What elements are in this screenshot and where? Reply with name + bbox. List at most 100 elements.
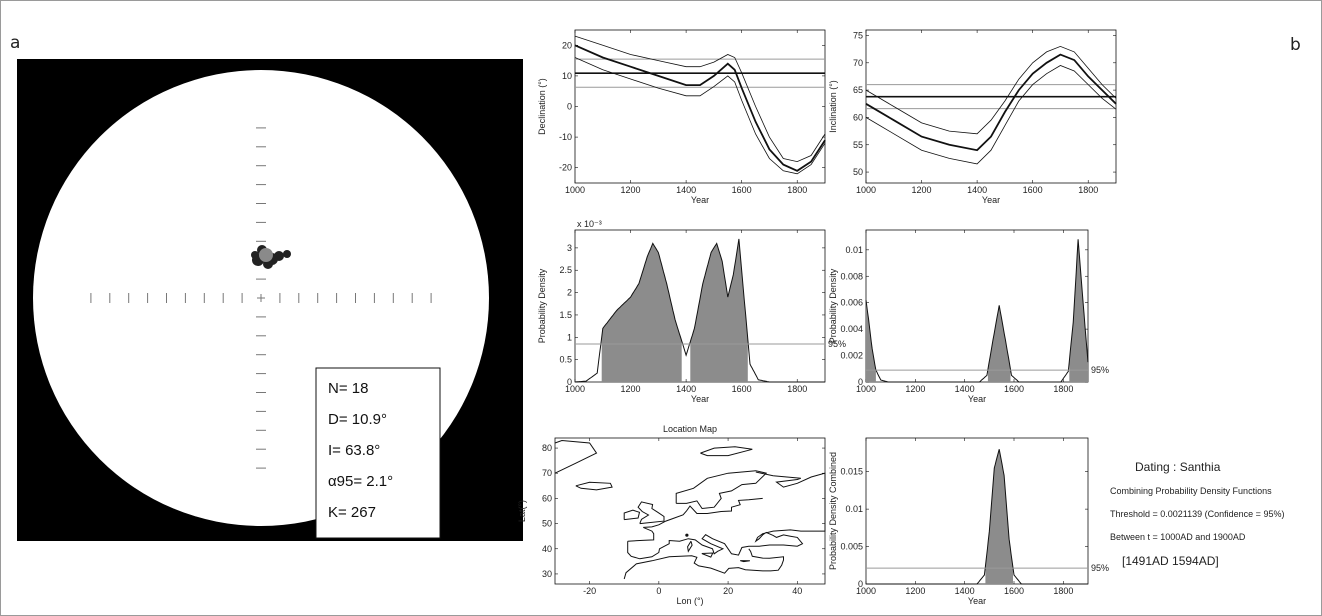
stereonet-ticks — [90, 127, 432, 469]
x-tick-label: 1200 — [912, 185, 932, 195]
x-tick-label: 1000 — [565, 185, 585, 195]
map-title: Location Map — [663, 424, 717, 434]
x-tick-label: 1200 — [905, 586, 925, 596]
y-axis-label: Declination (°) — [537, 78, 547, 135]
y-tick-label: 2.5 — [559, 265, 572, 275]
coastline — [687, 540, 693, 553]
chart-location-map: -20 0 20 40 30 40 50 60 70 80 Lon (°) Lat(°) Locatio… — [517, 424, 826, 606]
coastline — [637, 501, 665, 525]
y-tick-label: 70 — [853, 58, 863, 68]
y-tick-label: 0.006 — [840, 298, 863, 308]
y-tick-label: 0.002 — [840, 351, 863, 361]
chart-pdf-declination: 1000 1200 1400 1600 1800 0 0.5 1 1.5 2 2.5 3 Year Pro… — [537, 219, 846, 404]
y-tick-label: 0.008 — [840, 271, 863, 281]
y-tick-label: 65 — [853, 85, 863, 95]
x-axis-label: Year — [982, 195, 1000, 205]
x-axis-label: Year — [691, 394, 709, 404]
plot-frame — [865, 29, 1117, 184]
x-tick-label: 1400 — [967, 185, 987, 195]
dating-info: Dating : Santhia Combining Probability D… — [1110, 460, 1284, 568]
x-tick-label: 1400 — [955, 384, 975, 394]
y-tick-label: 1 — [567, 332, 572, 342]
panel-label-a: a — [10, 33, 20, 53]
plot-frame — [574, 29, 826, 184]
stats-box — [315, 367, 441, 539]
chart-inclination: 1000 1200 1400 1600 1800 50 55 60 65 70 75 Year Incl… — [828, 29, 1117, 205]
x-tick-label: 0 — [656, 586, 661, 596]
dating-line-interval: Between t = 1000AD and 1900AD — [1110, 532, 1246, 542]
confidence-area — [987, 305, 1011, 382]
y-axis-label: Probability Density Combined — [828, 452, 838, 570]
panel-label-b: b — [1290, 35, 1301, 55]
coastline — [554, 439, 598, 474]
y-tick-label: 0.01 — [845, 245, 863, 255]
x-tick-label: 1000 — [856, 384, 876, 394]
x-tick-label: 1800 — [1078, 185, 1098, 195]
y-axis-label: Inclination (°) — [828, 80, 838, 133]
series-line-mean — [574, 44, 826, 172]
stat-k: K= 267 — [328, 504, 376, 521]
threshold-label: 95% — [1091, 563, 1109, 573]
x-tick-label: 1600 — [732, 384, 752, 394]
y-tick-label: 30 — [542, 569, 552, 579]
density-curve — [865, 239, 1089, 383]
y-axis-label: Lat(°) — [517, 500, 527, 522]
coastline — [740, 560, 750, 563]
coastline — [675, 470, 768, 510]
y-tick-label: 0 — [858, 377, 863, 387]
chart-declination: 1000 1200 1400 1600 1800 -20 -10 0 10 20 Year Decli… — [537, 29, 826, 205]
x-tick-label: -20 — [583, 586, 596, 596]
series-line-mean — [865, 53, 1117, 152]
y-tick-label: 55 — [853, 140, 863, 150]
x-tick-label: 1600 — [1004, 586, 1024, 596]
y-tick-label: 0 — [858, 579, 863, 589]
plot-frame — [865, 229, 1089, 383]
dating-line-threshold: Threshold = 0.0021139 (Confidence = 95%) — [1110, 509, 1284, 519]
x-tick-label: 1200 — [621, 185, 641, 195]
y-tick-label: 0.015 — [840, 467, 863, 477]
coastline — [627, 471, 826, 560]
y-tick-label: 0.01 — [845, 504, 863, 514]
x-tick-label: 1000 — [565, 384, 585, 394]
series-line-upper — [574, 35, 826, 163]
dating-title: Dating : Santhia — [1135, 460, 1221, 474]
threshold-label: 95% — [828, 339, 846, 349]
site-marker — [685, 533, 689, 537]
y-tick-label: 0.005 — [840, 542, 863, 552]
y-tick-label: 40 — [542, 544, 552, 554]
x-tick-label: 1600 — [732, 185, 752, 195]
density-curve — [866, 449, 1088, 585]
y-axis-label: Probability Density — [828, 268, 838, 343]
x-axis-label: Year — [968, 394, 986, 404]
confidence-area — [985, 449, 1013, 584]
series-line-upper — [865, 45, 1117, 135]
coastline — [701, 552, 714, 558]
y-tick-label: 2 — [567, 288, 572, 298]
x-axis-label: Year — [968, 596, 986, 606]
y-tick-label: 20 — [562, 40, 572, 50]
direction-point — [251, 251, 259, 259]
x-tick-label: 1200 — [621, 384, 641, 394]
x-tick-label: 40 — [792, 586, 802, 596]
y-tick-label: 0.004 — [840, 324, 863, 334]
x-axis-label: Lon (°) — [676, 596, 703, 606]
y-tick-label: 0 — [567, 377, 572, 387]
x-tick-label: 1400 — [955, 586, 975, 596]
y-tick-label: -20 — [559, 163, 572, 173]
y-tick-label: 50 — [542, 519, 552, 529]
x-tick-label: 1400 — [676, 384, 696, 394]
chart-pdf-combined: 1000 1200 1400 1600 1800 0 0.005 0.01 0.015 Year P… — [828, 437, 1109, 606]
stat-inclination: I= 63.8° — [328, 442, 380, 459]
confidence-area — [601, 243, 682, 382]
y-tick-label: 60 — [853, 112, 863, 122]
coastline — [575, 481, 613, 491]
plot-frame — [554, 437, 826, 585]
x-tick-label: 1800 — [1053, 586, 1073, 596]
y-tick-label: 3 — [567, 243, 572, 253]
coastline — [700, 446, 753, 457]
chart-pdf-inclination: 1000 1200 1400 1600 1800 0 0.002 0.004 0.006 0.00… — [828, 229, 1109, 404]
plot-frame — [865, 437, 1089, 585]
stat-n: N= 18 — [328, 380, 368, 397]
confidence-area — [1069, 239, 1088, 382]
